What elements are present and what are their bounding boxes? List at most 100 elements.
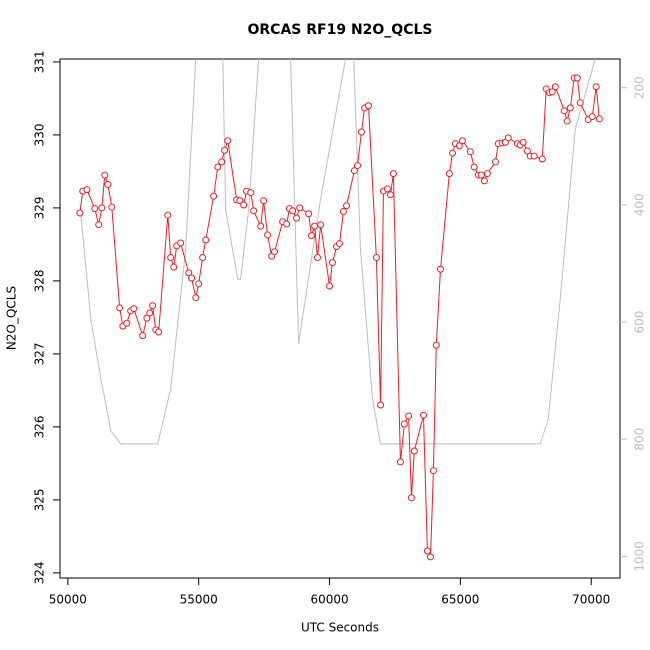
data-point (260, 197, 268, 205)
data-point (326, 282, 334, 290)
data-point (271, 248, 279, 256)
data-point (354, 162, 362, 170)
data-point (296, 204, 304, 212)
data-point (188, 274, 196, 282)
data-point (400, 420, 408, 428)
data-point (104, 181, 112, 189)
data-point (595, 115, 603, 123)
data-point (236, 197, 244, 205)
data-point (192, 294, 200, 302)
data-point (389, 170, 397, 178)
data-point (504, 134, 512, 142)
data-point (98, 204, 106, 212)
data-point (592, 83, 600, 91)
data-point (170, 263, 178, 271)
data-point (116, 304, 124, 312)
data-point (149, 302, 157, 310)
data-point (199, 254, 207, 262)
data-point (560, 107, 568, 115)
data-point (365, 102, 373, 110)
x-tick-label: 55000 (180, 593, 218, 607)
data-point (410, 447, 418, 455)
data-point (483, 170, 491, 178)
data-point (307, 232, 315, 240)
data-point (185, 269, 193, 277)
data-point (101, 171, 109, 179)
data-point (289, 207, 297, 215)
x-tick-label: 65000 (441, 593, 479, 607)
y2-tick-label: 800 (633, 428, 647, 451)
data-point (247, 189, 255, 197)
data-point (551, 83, 559, 91)
data-point (210, 192, 218, 200)
y2-tick-label: 600 (633, 311, 647, 334)
data-point (405, 412, 413, 420)
data-point (372, 254, 380, 262)
y-tick-label: 325 (33, 488, 47, 511)
data-point (350, 167, 358, 175)
x-axis-label: UTC Seconds (301, 621, 379, 635)
data-point (250, 207, 258, 215)
chart-title: ORCAS RF19 N2O_QCLS (248, 22, 433, 38)
data-point (328, 259, 336, 267)
data-point (480, 177, 488, 185)
data-point (530, 152, 538, 160)
data-point (455, 142, 463, 150)
data-point (305, 210, 313, 218)
data-point (477, 171, 485, 179)
y2-tick-label: 200 (633, 76, 647, 99)
data-point (573, 74, 581, 82)
data-point (83, 186, 91, 194)
data-point (108, 203, 116, 211)
data-point (177, 239, 185, 247)
data-point (202, 236, 210, 244)
data-point (427, 553, 435, 561)
y-tick-label: 330 (33, 123, 47, 146)
x-tick-label: 50000 (49, 593, 87, 607)
x-tick-label: 60000 (310, 593, 348, 607)
data-point (283, 220, 291, 228)
data-point (224, 137, 232, 145)
data-point (164, 211, 172, 219)
plot-area (76, 59, 603, 561)
data-point (130, 305, 138, 313)
y-tick-label: 327 (33, 342, 47, 365)
data-point (139, 332, 147, 340)
data-point (436, 265, 444, 273)
data-point (563, 117, 571, 125)
data-point (566, 104, 574, 112)
y-tick-label: 331 (33, 50, 47, 73)
y-tick-label: 328 (33, 269, 47, 292)
data-point (143, 314, 151, 322)
data-point (383, 185, 391, 193)
data-point (588, 113, 596, 121)
data-point (357, 128, 365, 136)
data-point (218, 158, 226, 166)
y-tick-label: 324 (33, 561, 47, 584)
data-point (419, 411, 427, 419)
data-point (195, 280, 203, 288)
data-point (538, 155, 546, 163)
y-tick-label: 329 (33, 196, 47, 219)
data-point (214, 163, 222, 171)
y-axis-label: N2O_QCLS (5, 286, 19, 350)
data-point (548, 88, 556, 96)
data-point (76, 209, 84, 217)
series-line (80, 59, 596, 445)
data-point (123, 319, 131, 327)
data-point (429, 467, 437, 475)
data-point (576, 99, 584, 107)
x-tick-label: 70000 (572, 593, 610, 607)
data-point (311, 222, 319, 230)
data-point (335, 240, 343, 248)
data-point (257, 222, 265, 230)
data-point (146, 309, 154, 317)
data-point (423, 547, 431, 555)
data-point (523, 147, 531, 155)
data-point (449, 149, 457, 157)
y-tick-label: 326 (33, 415, 47, 438)
data-point (293, 214, 301, 222)
data-point (432, 341, 440, 349)
data-point (491, 158, 499, 166)
